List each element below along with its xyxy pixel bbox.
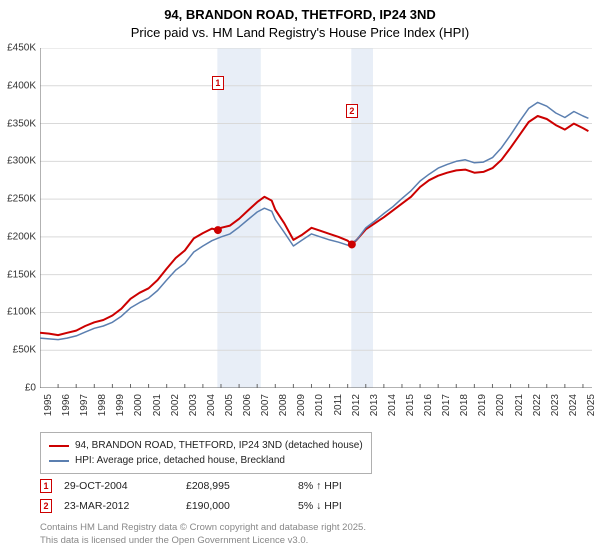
x-tick-label: 2025 [586,394,597,416]
x-tick-label: 2001 [152,394,163,416]
x-tick-label: 1995 [43,394,54,416]
sale-row: 1 29-OCT-2004 £208,995 8% ↑ HPI [40,476,408,496]
y-tick-label: £50K [13,345,36,356]
title-subtitle: Price paid vs. HM Land Registry's House … [0,24,600,42]
sale-marker: 1 [212,76,224,90]
x-tick-label: 2014 [387,394,398,416]
credits: Contains HM Land Registry data © Crown c… [40,522,366,548]
x-tick-label: 2012 [351,394,362,416]
sale-marker-id: 1 [40,479,52,493]
y-tick-label: £100K [7,307,36,318]
chart-svg [40,48,592,388]
sale-pct: 8% ↑ HPI [298,480,408,492]
y-tick-label: £350K [7,118,36,129]
x-tick-label: 2000 [133,394,144,416]
legend-item: 94, BRANDON ROAD, THETFORD, IP24 3ND (de… [49,438,363,453]
x-tick-label: 2023 [550,394,561,416]
x-tick-label: 2017 [441,394,452,416]
sale-date: 29-OCT-2004 [64,480,174,492]
title-block: 94, BRANDON ROAD, THETFORD, IP24 3ND Pri… [0,0,600,41]
sale-date: 23-MAR-2012 [64,500,174,512]
x-tick-label: 2011 [333,394,344,416]
y-axis-labels: £0£50K£100K£150K£200K£250K£300K£350K£400… [0,48,38,388]
x-tick-label: 2015 [405,394,416,416]
y-tick-label: £200K [7,231,36,242]
y-tick-label: £150K [7,269,36,280]
x-axis-labels: 1995 1996 1997 1998 1999 2000 2001 2002 2003 2004… [40,390,592,430]
y-tick-label: £0 [25,383,36,394]
y-tick-label: £450K [7,43,36,54]
x-tick-label: 1997 [79,394,90,416]
y-tick-label: £250K [7,194,36,205]
y-tick-label: £400K [7,80,36,91]
x-tick-label: 2019 [477,394,488,416]
x-tick-label: 2020 [495,394,506,416]
sale-price: £208,995 [186,480,286,492]
x-tick-label: 2006 [242,394,253,416]
x-tick-label: 2018 [459,394,470,416]
x-tick-label: 2016 [423,394,434,416]
x-tick-label: 2022 [532,394,543,416]
sale-marker: 2 [346,104,358,118]
legend-swatch [49,460,69,462]
x-tick-label: 2021 [514,394,525,416]
legend-label: HPI: Average price, detached house, Brec… [75,453,285,468]
legend-label: 94, BRANDON ROAD, THETFORD, IP24 3ND (de… [75,438,363,453]
credits-line1: Contains HM Land Registry data © Crown c… [40,522,366,535]
y-tick-label: £300K [7,156,36,167]
legend: 94, BRANDON ROAD, THETFORD, IP24 3ND (de… [40,432,372,474]
x-tick-label: 2002 [170,394,181,416]
legend-item: HPI: Average price, detached house, Brec… [49,453,363,468]
sale-marker-id: 2 [40,499,52,513]
x-tick-label: 2007 [260,394,271,416]
x-tick-label: 2024 [568,394,579,416]
x-tick-label: 2003 [188,394,199,416]
x-tick-label: 1998 [97,394,108,416]
sale-price: £190,000 [186,500,286,512]
x-tick-label: 1999 [115,394,126,416]
x-tick-label: 2004 [206,394,217,416]
credits-line2: This data is licensed under the Open Gov… [40,535,366,548]
legend-swatch [49,445,69,447]
x-tick-label: 2010 [314,394,325,416]
sales-table: 1 29-OCT-2004 £208,995 8% ↑ HPI 2 23-MAR-2012… [40,476,408,516]
x-tick-label: 2013 [369,394,380,416]
sale-pct: 5% ↓ HPI [298,500,408,512]
sale-row: 2 23-MAR-2012 £190,000 5% ↓ HPI [40,496,408,516]
chart-container: 94, BRANDON ROAD, THETFORD, IP24 3ND Pri… [0,0,600,560]
chart-area: 12 [40,48,592,388]
title-address: 94, BRANDON ROAD, THETFORD, IP24 3ND [0,6,600,24]
x-tick-label: 2009 [296,394,307,416]
x-tick-label: 1996 [61,394,72,416]
x-tick-label: 2005 [224,394,235,416]
x-tick-label: 2008 [278,394,289,416]
